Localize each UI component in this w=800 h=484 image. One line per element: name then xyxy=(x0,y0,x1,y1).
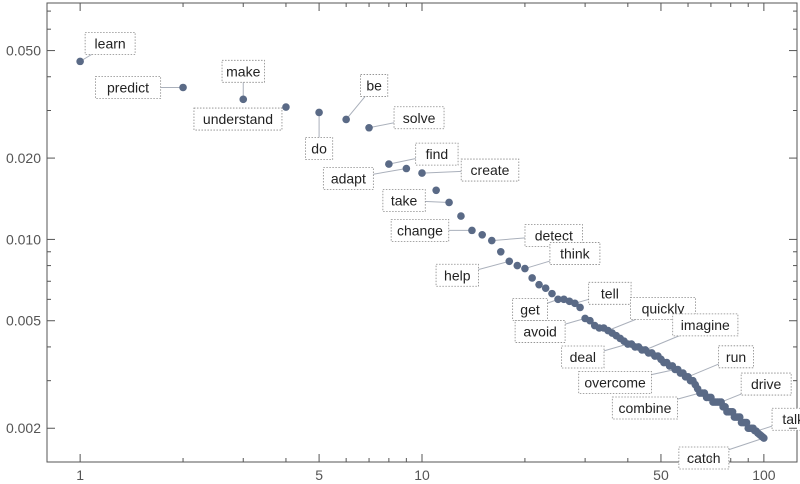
word-label: run xyxy=(726,349,746,365)
x-tick-label: 10 xyxy=(414,467,430,483)
word-label: change xyxy=(397,222,443,238)
word-label-box xyxy=(740,372,792,396)
y-tick-label: 0.050 xyxy=(6,43,41,59)
word-label-box xyxy=(718,345,754,369)
x-tick-label: 50 xyxy=(653,467,669,483)
word-label-box xyxy=(514,320,566,343)
data-point xyxy=(576,303,584,312)
y-axis: 0.050 0.020 0.010 0.005 0.002 xyxy=(6,10,797,436)
data-point xyxy=(239,95,248,104)
word-label-box xyxy=(193,107,283,131)
y-tick-label: 0.020 xyxy=(6,150,41,166)
word-label-box xyxy=(360,74,389,97)
word-label: drive xyxy=(751,376,782,392)
data-point xyxy=(315,108,323,117)
word-label: quickly xyxy=(642,301,685,317)
data-point xyxy=(445,198,453,207)
word-label-box xyxy=(678,446,730,470)
word-label: think xyxy=(560,246,591,262)
data-point xyxy=(418,169,426,177)
data-point xyxy=(432,186,440,195)
data-point xyxy=(541,284,550,292)
word-label: create xyxy=(471,162,510,178)
word-label-box xyxy=(561,345,605,369)
y-tick-label: 0.005 xyxy=(6,313,41,329)
word-label-box xyxy=(382,189,426,212)
word-label-box xyxy=(578,371,652,394)
word-label-box xyxy=(435,263,479,287)
data-point xyxy=(496,247,505,256)
word-label-box xyxy=(322,167,374,190)
word-labels: learn predict make understand do be solve find a… xyxy=(84,31,800,470)
word-label-box xyxy=(415,142,459,166)
data-point xyxy=(535,280,543,289)
y-tick-label: 0.010 xyxy=(6,231,41,247)
word-label: adapt xyxy=(331,171,366,187)
data-point xyxy=(528,274,536,282)
word-label: catch xyxy=(687,450,720,466)
word-label-box xyxy=(390,218,450,242)
word-label: find xyxy=(426,146,449,162)
data-point xyxy=(468,226,476,235)
word-label-box xyxy=(588,281,632,305)
word-label-box xyxy=(95,76,162,99)
word-label-box xyxy=(512,297,548,321)
word-label: deal xyxy=(570,349,596,365)
word-label: detect xyxy=(535,228,573,244)
data-point xyxy=(760,434,768,442)
data-point xyxy=(586,316,594,325)
x-tick-label: 100 xyxy=(752,467,776,483)
word-label: take xyxy=(391,192,418,208)
word-label: solve xyxy=(403,110,436,126)
word-label: talk xyxy=(782,411,800,427)
data-point xyxy=(457,212,465,220)
data-point xyxy=(505,257,514,266)
data-point xyxy=(402,164,411,173)
data-point xyxy=(76,57,84,66)
word-label-box xyxy=(460,158,520,182)
word-label-box xyxy=(672,313,739,337)
word-label-box xyxy=(611,396,678,420)
word-label: help xyxy=(444,267,471,283)
x-tick-label: 5 xyxy=(315,467,323,483)
x-tick-label: 1 xyxy=(76,467,84,483)
label-leaders xyxy=(79,42,794,459)
word-label: understand xyxy=(203,111,273,127)
word-label: tell xyxy=(601,285,619,301)
word-label-box xyxy=(221,59,265,83)
data-point xyxy=(513,261,522,270)
y-tick-label: 0.002 xyxy=(6,420,41,436)
data-point xyxy=(548,289,556,298)
data-point xyxy=(385,160,393,168)
word-label: avoid xyxy=(523,323,556,339)
word-label: get xyxy=(520,301,540,317)
word-label: imagine xyxy=(681,317,730,333)
word-label-box xyxy=(771,407,800,431)
data-point xyxy=(179,83,187,92)
x-axis: 1 5 10 50 100 xyxy=(76,3,776,483)
data-point xyxy=(742,418,751,427)
data-point xyxy=(487,236,496,245)
word-label: make xyxy=(226,63,260,79)
word-label-box xyxy=(305,137,334,160)
data-point xyxy=(521,264,529,273)
data-point xyxy=(365,123,373,132)
data-point xyxy=(282,103,290,111)
word-label: predict xyxy=(107,79,149,95)
data-point xyxy=(571,299,579,308)
word-label: do xyxy=(311,140,327,156)
word-label: be xyxy=(366,77,382,93)
word-label-box xyxy=(84,31,136,55)
word-label-box xyxy=(393,106,445,130)
word-label: combine xyxy=(618,400,671,416)
word-label: overcome xyxy=(584,374,646,390)
data-point xyxy=(478,231,487,239)
word-label: learn xyxy=(95,35,126,51)
data-point xyxy=(554,295,562,304)
word-label-box xyxy=(549,242,601,265)
data-point xyxy=(342,115,350,124)
data-points xyxy=(76,57,768,442)
